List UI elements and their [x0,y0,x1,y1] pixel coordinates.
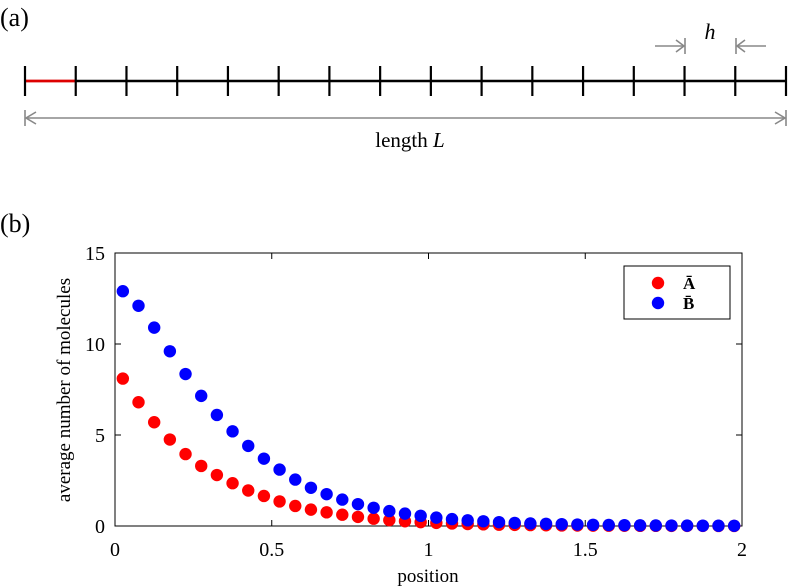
point-series-1 [665,519,678,532]
legend-marker-0 [651,276,665,290]
point-series-1 [289,473,302,486]
point-series-0 [147,416,161,429]
point-series-1 [367,501,380,514]
legend-box [623,265,731,320]
spacing-arrowhead-left [675,39,686,53]
panel-a-label: (a) [0,3,29,32]
point-series-1 [492,515,506,529]
point-series-1 [132,299,145,312]
length-indicator: length L [24,110,787,152]
point-series-1 [539,517,553,531]
point-series-1 [147,321,161,334]
point-series-0 [226,477,239,490]
point-series-1 [304,481,318,494]
point-series-1 [383,504,396,518]
point-series-1 [524,517,537,530]
point-series-0 [336,508,349,521]
legend: ĀB̄ [623,265,731,320]
x-tick-label: 1 [424,539,434,561]
legend-marker-1 [651,296,665,310]
point-series-1 [727,519,741,532]
grid-segments [23,66,788,96]
point-series-1 [696,519,710,532]
spacing-arrowhead-right [735,39,746,53]
length-arrowhead-left [24,111,37,125]
point-series-1 [445,512,459,526]
point-series-0 [132,396,145,409]
point-series-1 [633,519,647,532]
point-series-1 [398,507,412,520]
point-series-1 [242,439,255,453]
point-series-1 [477,515,490,528]
panel-b-label: (b) [0,209,30,238]
point-series-0 [351,510,365,524]
point-series-0 [242,484,255,497]
point-series-1 [586,518,600,532]
point-series-1 [414,509,427,523]
point-series-1 [571,518,584,531]
point-series-1 [195,389,208,403]
x-tick-label: 0 [110,539,120,561]
point-series-1 [461,514,474,527]
point-series-1 [179,367,192,381]
point-series-1 [508,516,521,530]
point-series-1 [602,518,615,532]
point-series-0 [179,447,192,461]
point-series-1 [273,463,286,476]
point-series-0 [210,468,224,482]
point-series-0 [273,495,286,508]
point-series-1 [649,519,662,532]
legend-label-1: B̄ [683,294,694,313]
x-axis-label: position [397,566,459,586]
point-series-0 [289,499,302,513]
point-series-1 [320,487,333,501]
x-tick-label: 2 [737,539,747,561]
point-series-1 [680,519,694,532]
point-series-1 [116,285,130,298]
y-tick-label: 5 [95,425,105,447]
point-series-0 [195,459,208,473]
point-series-0 [163,433,177,446]
panel-a: (a) h length L [0,3,788,152]
y-axis-label: average number of molecules [54,278,75,502]
point-series-0 [367,512,380,525]
point-series-1 [351,497,365,511]
x-tick-label: 0.5 [259,539,284,561]
length-label: length L [375,128,444,152]
point-series-1 [555,517,568,531]
x-tick-label: 1.5 [573,539,598,561]
point-series-0 [383,513,396,527]
spacing-label: h [705,19,716,44]
point-series-1 [163,345,177,358]
y-tick-label: 15 [85,243,105,265]
legend-label-0: Ā [683,274,696,293]
point-series-1 [618,518,631,532]
point-series-0 [116,372,130,385]
point-series-0 [320,506,333,519]
panel-b: (b) 0 0.5 1 1.5 2 0 5 10 15 position average num… [0,209,747,586]
data-points [116,285,741,533]
point-series-1 [336,493,349,506]
point-series-1 [257,452,271,465]
y-tick-label: 0 [95,516,105,538]
spacing-indicator: h [655,19,766,54]
point-series-0 [304,503,318,516]
point-series-0 [257,489,271,503]
axis-ticks: 0 0.5 1 1.5 2 0 5 10 15 [85,243,747,561]
point-series-1 [210,408,224,422]
length-arrowhead-right [774,111,787,125]
point-series-1 [430,511,443,524]
point-series-1 [712,519,725,532]
y-tick-label: 10 [85,334,105,356]
point-series-1 [226,425,239,438]
